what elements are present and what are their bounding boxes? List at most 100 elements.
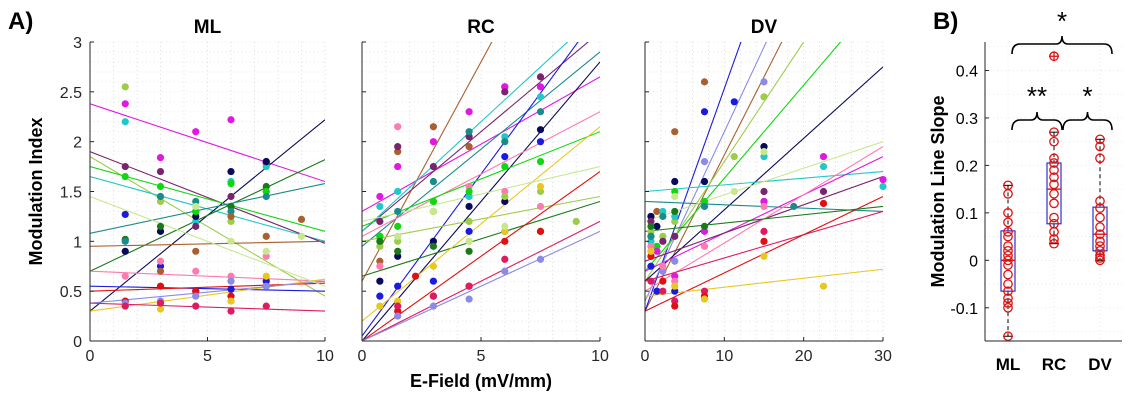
y-tick-label: 3 — [73, 35, 82, 52]
data-point — [700, 242, 709, 250]
data-point — [647, 212, 655, 221]
data-point — [790, 202, 798, 211]
slope-boxplot-chart: -0.1 0 0.1 0.2 0.3 0.4 ML RC DV Modulation Line S… — [928, 6, 1122, 374]
data-point — [647, 237, 655, 245]
data-point — [700, 78, 709, 86]
fit-line-9 — [362, 195, 600, 242]
data-point — [659, 287, 667, 295]
data-point — [376, 232, 384, 240]
significance-brace — [1011, 111, 1063, 131]
fit-line-7 — [362, 111, 600, 237]
data-point — [227, 237, 235, 245]
data-point — [501, 222, 509, 230]
data-point — [465, 202, 473, 211]
data-point — [192, 267, 200, 275]
data-point — [819, 187, 828, 196]
data-point — [429, 123, 437, 131]
data-point — [394, 247, 402, 255]
slope-point — [1003, 298, 1013, 308]
data-point — [394, 143, 402, 151]
data-point — [659, 232, 667, 240]
data-point — [156, 257, 165, 265]
fit-line-13 — [362, 220, 600, 341]
data-point — [262, 302, 270, 310]
data-point — [879, 182, 887, 191]
slope-point — [1049, 127, 1059, 138]
data-point — [192, 247, 200, 255]
fit-line-13 — [90, 302, 325, 312]
fit-line-0 — [645, 42, 783, 312]
y-tick-label: 1 — [73, 234, 82, 251]
y-axis-label: Modulation Index — [26, 118, 46, 266]
data-point — [671, 302, 679, 310]
fit-line-8 — [362, 131, 600, 227]
data-point — [227, 277, 235, 285]
fit-line-5 — [645, 66, 883, 282]
data-point — [227, 202, 235, 211]
data-point — [429, 162, 437, 171]
fit-line-11 — [645, 210, 883, 282]
data-point — [227, 297, 235, 305]
data-point — [671, 192, 679, 201]
slope-point — [1095, 229, 1105, 240]
chart-title: DV — [751, 17, 778, 38]
data-point — [121, 172, 129, 181]
slope-point — [1095, 250, 1105, 261]
data-point — [227, 272, 235, 280]
data-point — [121, 210, 129, 219]
data-point — [465, 143, 473, 151]
slope-point — [1003, 241, 1013, 251]
data-point — [536, 93, 545, 101]
data-point — [394, 312, 402, 320]
data-point — [659, 267, 667, 275]
y-tick-label: 0 — [73, 334, 82, 351]
category-label-DV: DV — [1088, 355, 1112, 374]
fit-line-3 — [645, 42, 805, 282]
data-point — [394, 123, 402, 131]
data-point — [647, 252, 655, 260]
data-point — [819, 199, 828, 208]
slope-point — [1049, 212, 1059, 223]
data-point — [429, 302, 437, 310]
data-point — [700, 197, 709, 206]
data-point — [760, 143, 768, 151]
fit-line-6 — [90, 166, 325, 232]
box-ML — [1000, 230, 1016, 292]
data-point — [394, 222, 402, 230]
slope-point — [1003, 180, 1013, 191]
slope-point — [1003, 331, 1013, 342]
data-point — [501, 267, 509, 275]
y-tick-label: 0.5 — [60, 284, 82, 301]
data-point — [536, 158, 545, 166]
data-point — [192, 302, 200, 310]
data-point — [647, 262, 655, 270]
data-point — [700, 158, 709, 166]
data-point — [227, 116, 235, 124]
fit-line-10 — [362, 200, 600, 277]
data-point — [156, 267, 165, 275]
x-tick-label: 30 — [874, 348, 892, 365]
slope-point — [1049, 238, 1059, 249]
data-point — [429, 197, 437, 206]
data-point — [429, 277, 437, 285]
slope-point — [1003, 269, 1013, 280]
data-point — [227, 207, 235, 216]
data-point — [262, 247, 270, 255]
data-point — [653, 247, 661, 255]
slope-point — [1003, 208, 1013, 218]
data-point — [262, 187, 270, 196]
data-point — [394, 187, 402, 196]
data-point — [700, 287, 709, 295]
data-point — [262, 282, 270, 290]
data-point — [121, 247, 129, 255]
data-point — [501, 133, 509, 141]
fit-line-14 — [362, 230, 600, 341]
fit-line-1 — [362, 76, 600, 212]
fit-line-15 — [645, 141, 883, 222]
data-point — [262, 272, 270, 280]
significance-brace — [1011, 35, 1113, 55]
x-tick-label: 0 — [641, 348, 650, 365]
slope-point — [1003, 231, 1013, 242]
data-point — [121, 272, 129, 280]
data-point — [429, 237, 437, 245]
